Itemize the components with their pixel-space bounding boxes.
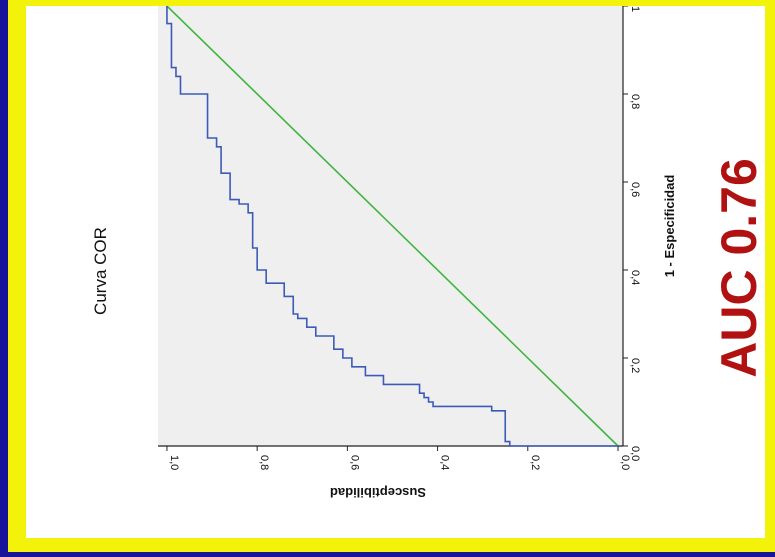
white-panel: 0,0 0,2 0,4 0,6 0,8 1,0 0,0 0,2 0,4 0,6 0,8 1 Suscep… [26, 6, 765, 538]
chart-title: Curva COR [91, 227, 110, 315]
roc-curve-line [166, 6, 618, 447]
x-tick-label: 0,8 [629, 94, 641, 109]
y-tick-label: 0,2 [529, 455, 541, 470]
y-tick-label: 0,4 [439, 455, 451, 470]
y-tick-label: 0,8 [258, 455, 270, 470]
reference-diagonal-line [166, 6, 619, 447]
x-tick-label: 0,6 [629, 182, 641, 197]
x-axis-title: 1 - Especificidad [662, 175, 677, 278]
y-axis-title: Susceptibilidad [330, 485, 426, 500]
y-tick-label: 1,0 [168, 455, 180, 470]
auc-annotation: AUC 0.76 [711, 158, 765, 378]
y-tick-label: 0,6 [348, 455, 360, 470]
x-tick-label: 0,2 [629, 358, 641, 373]
x-tick-label: 0,0 [629, 446, 641, 461]
y-tick-label: 0,0 [619, 455, 631, 470]
roc-chart: 0,0 0,2 0,4 0,6 0,8 1,0 0,0 0,2 0,4 0,6 0,8 1 Suscep… [91, 6, 765, 500]
x-tick-label: 0,4 [629, 270, 641, 285]
x-tick-label: 1 [629, 6, 641, 12]
plot-area [158, 6, 623, 446]
